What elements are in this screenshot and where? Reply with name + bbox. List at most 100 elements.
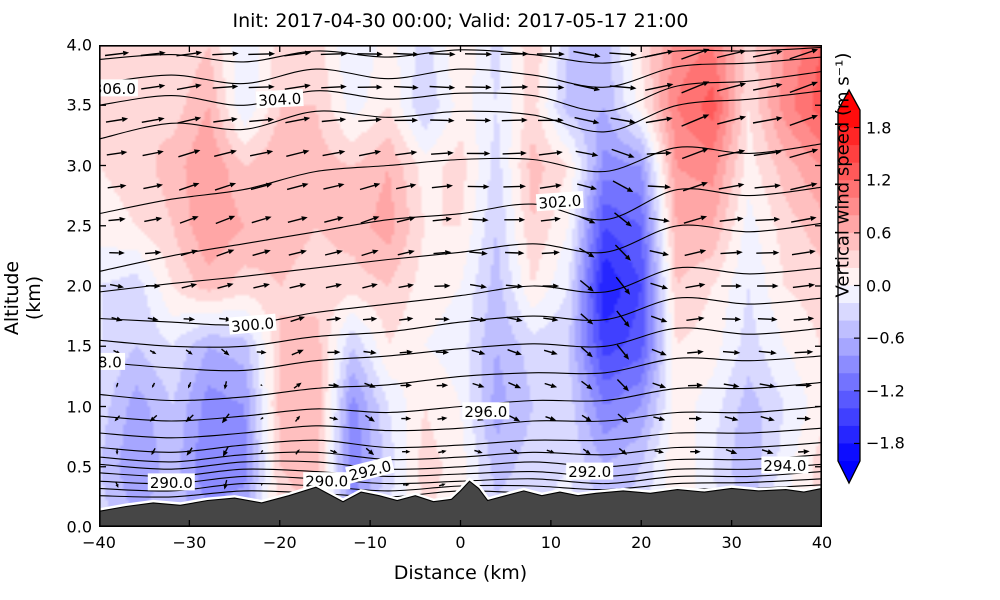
wind-arrow [433, 250, 452, 256]
svg-text:300.0: 300.0 [230, 314, 274, 336]
isentrope-301 [99, 222, 822, 293]
wind-arrow [251, 216, 272, 224]
y-tick-label: 1.0 [66, 397, 92, 416]
colorbar-tick-label: 1.2 [866, 170, 892, 190]
wind-arrow [541, 250, 560, 256]
axis-ticks [99, 45, 822, 527]
wind-arrow [108, 216, 126, 222]
wind-arrow [221, 413, 230, 424]
wind-arrow [286, 149, 310, 157]
wind-arrow [581, 414, 592, 422]
wind-arrow [752, 49, 783, 58]
wind-arrow [503, 183, 526, 189]
wind-arrow [145, 283, 161, 289]
wind-arrow [654, 449, 664, 454]
wind-arrow [686, 316, 705, 322]
wind-arrow [325, 283, 342, 289]
wind-arrow [756, 250, 780, 256]
wind-arrow [681, 81, 710, 94]
wind-arrow [358, 117, 382, 123]
wind-arrow [328, 382, 340, 388]
wind-arrow [214, 149, 237, 157]
wind-arrow [617, 413, 629, 424]
colorbar-tick-label: 0.6 [866, 223, 892, 243]
wind-arrow [793, 316, 815, 322]
wind-arrow [690, 449, 701, 455]
x-tick-label: −40 [82, 533, 116, 552]
wind-arrow [178, 149, 201, 158]
wind-arrow [291, 349, 304, 356]
x-tick-label: −10 [353, 533, 388, 552]
wind-arrow [357, 51, 383, 57]
wind-arrow [650, 282, 669, 290]
wind-arrow [151, 382, 156, 388]
y-tick-label: 0.0 [66, 517, 92, 537]
contour-label: 292.0 [566, 462, 614, 481]
wind-arrow [649, 250, 669, 257]
svg-text:8.0: 8.0 [99, 353, 122, 371]
wind-arrow [403, 483, 410, 487]
wind-arrow [757, 316, 778, 322]
plot-overlay: 306.0304.0302.0300.08.0296.0290.0290.029… [99, 45, 822, 527]
wind-arrow [250, 182, 273, 191]
plot-area: 306.0304.0302.0300.08.0296.0290.0290.029… [99, 45, 822, 527]
wind-arrow [542, 283, 560, 289]
wind-arrow [402, 449, 411, 454]
wind-arrow [256, 350, 267, 355]
wind-arrow [794, 349, 814, 355]
wind-arrow [465, 117, 492, 123]
wind-arrow [582, 448, 591, 455]
wind-arrow [185, 414, 194, 423]
wind-arrow [616, 344, 630, 360]
wind-arrow [399, 316, 414, 322]
wind-arrow [468, 217, 489, 223]
wind-arrow [543, 316, 559, 322]
wind-arrow [178, 182, 200, 191]
isentrope-294 [99, 427, 822, 453]
wind-arrow [648, 217, 670, 223]
wind-arrow [213, 117, 238, 123]
wind-arrow [543, 349, 558, 355]
wind-arrow [284, 50, 312, 57]
svg-text:302.0: 302.0 [538, 192, 582, 213]
isentrope-302 [99, 186, 822, 273]
isentrope-291 [99, 463, 822, 478]
svg-text:292.0: 292.0 [568, 463, 611, 481]
svg-text:304.0: 304.0 [258, 90, 302, 110]
wind-arrow [610, 117, 636, 124]
isentrope-296 [99, 381, 822, 422]
wind-arrow [609, 85, 637, 91]
wind-arrow [791, 216, 817, 223]
wind-arrow [723, 383, 740, 389]
wind-arrow [248, 51, 276, 57]
wind-arrow [186, 447, 193, 456]
wind-arrow [151, 447, 156, 456]
wind-arrow [249, 117, 275, 123]
wind-arrow [393, 84, 419, 90]
wind-arrow [394, 117, 419, 123]
wind-arrow [221, 348, 230, 356]
wind-arrow [214, 182, 237, 191]
contour-label: 300.0 [228, 313, 277, 336]
wind-arrow [791, 249, 816, 256]
svg-text:292.0: 292.0 [347, 457, 393, 485]
wind-arrow [327, 349, 341, 355]
wind-arrow [142, 150, 164, 157]
wind-arrow [508, 381, 522, 389]
y-tick-label: 2.0 [66, 276, 92, 296]
wind-arrow [752, 83, 783, 91]
wind-arrow [789, 48, 819, 60]
y-tick-label: 2.5 [66, 216, 92, 236]
wind-arrow [365, 414, 375, 422]
wind-arrow [760, 415, 775, 422]
wind-arrow [364, 382, 376, 388]
contour-labels: 306.0304.0302.0300.08.0296.0290.0290.029… [99, 79, 809, 492]
wind-arrow [141, 116, 165, 123]
wind-arrow [798, 449, 810, 455]
svg-text:306.0: 306.0 [99, 80, 136, 98]
wind-arrow [223, 479, 228, 490]
wind-arrow [212, 84, 239, 90]
wind-arrow [504, 217, 526, 223]
isentrope-contours [99, 46, 822, 498]
wind-arrow [758, 350, 777, 356]
